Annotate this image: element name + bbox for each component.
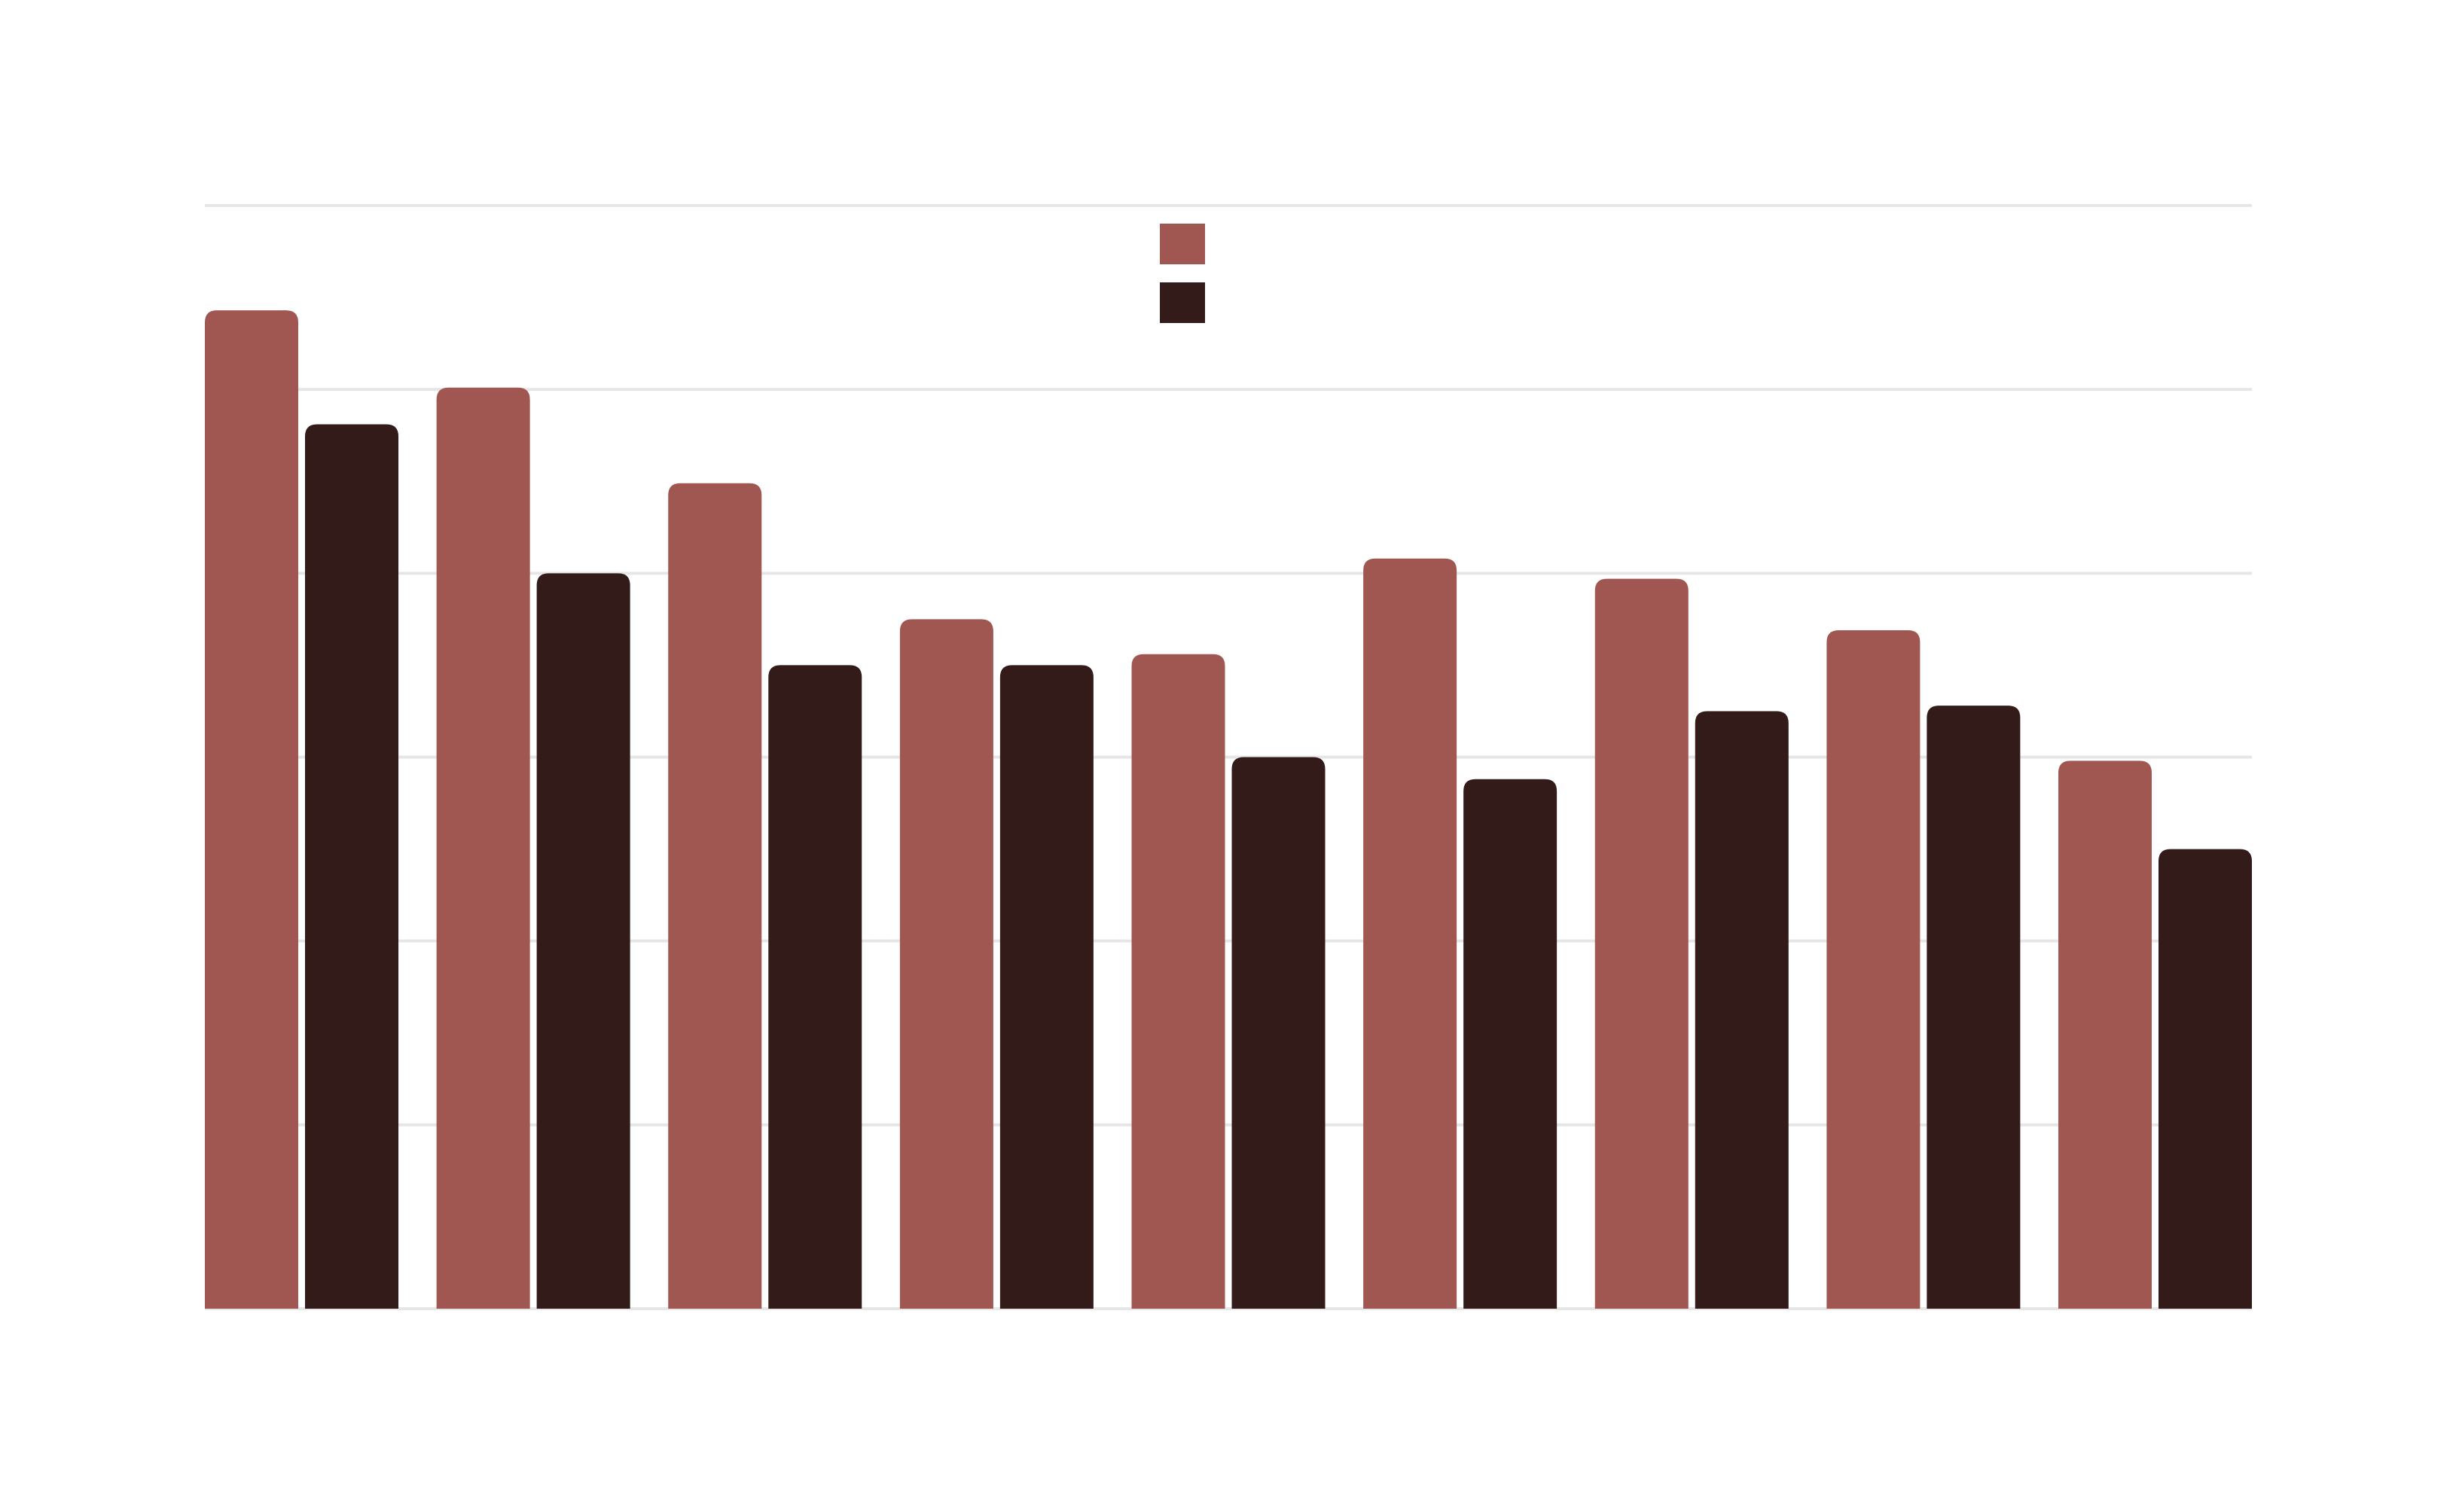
bars — [205, 310, 2252, 1309]
bar-series-2-category-8 — [1927, 706, 2021, 1309]
bar-series-1-category-3 — [668, 483, 762, 1309]
bar-series-1-category-8 — [1826, 630, 1921, 1309]
bar-series-1-category-5 — [1131, 654, 1225, 1309]
bar-series-2-category-5 — [1231, 757, 1326, 1309]
bar-series-2-category-4 — [999, 665, 1094, 1309]
bar-series-2-category-7 — [1695, 711, 1789, 1309]
bar-series-2-category-1 — [305, 424, 398, 1309]
bar-series-1-category-1 — [205, 310, 298, 1309]
bar-series-1-category-2 — [436, 387, 530, 1309]
bar-series-2-category-2 — [536, 573, 630, 1309]
bar-series-1-category-4 — [899, 619, 993, 1309]
legend-swatch-series-1 — [1160, 224, 1205, 264]
bar-series-1-category-9 — [2058, 761, 2152, 1309]
bar-series-2-category-3 — [768, 665, 862, 1309]
bar-series-2-category-6 — [1463, 779, 1558, 1309]
bar-series-2-category-9 — [2159, 849, 2252, 1309]
bar-series-1-category-7 — [1594, 578, 1689, 1309]
bar-series-1-category-6 — [1363, 558, 1457, 1309]
legend — [1160, 224, 1205, 323]
legend-swatch-series-2 — [1160, 282, 1205, 323]
